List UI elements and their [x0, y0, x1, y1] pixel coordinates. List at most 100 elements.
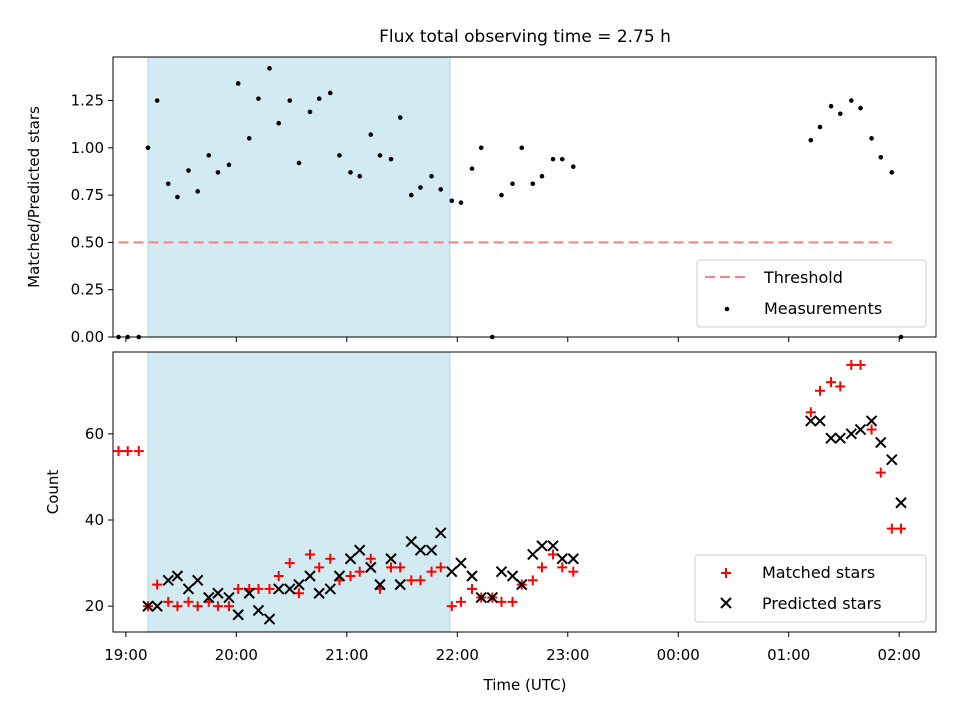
predicted-star-point	[272, 583, 285, 595]
top-shaded-interval	[147, 56, 451, 338]
y-tick-label: 0.00	[71, 328, 104, 346]
y-tick-label: 20	[85, 597, 104, 615]
y-tick-label: 60	[85, 425, 104, 443]
predicted-star-point	[466, 570, 478, 582]
measurement-point	[858, 105, 863, 111]
matched-star-point	[826, 377, 837, 388]
top-y-ticks: 0.00 0.25 0.50 0.75 1.00 1.25	[71, 92, 113, 346]
predicted-star-point	[435, 527, 447, 539]
measurement-point	[570, 164, 576, 170]
predicted-star-point	[232, 609, 244, 621]
top-x-ticks	[125, 337, 900, 342]
measurement-point	[469, 166, 475, 171]
legend-measurements-swatch	[724, 306, 730, 312]
measurement-point	[316, 96, 322, 101]
matched-star-point	[113, 446, 124, 457]
matched-star-point	[406, 575, 417, 586]
measurement-point	[478, 145, 484, 151]
predicted-star-point	[252, 604, 265, 617]
y-tick-label: 0.50	[71, 233, 104, 251]
predicted-star-point	[895, 497, 907, 509]
matched-star-point	[875, 467, 886, 478]
predicted-star-point	[455, 557, 467, 569]
matched-star-point	[192, 601, 203, 612]
matched-star-point	[415, 575, 426, 586]
bottom-x-ticks: 19:00 20:00 21:00 22:00 23:00 00:00 01:00 02:00	[104, 632, 921, 664]
predicted-star-point	[151, 600, 163, 612]
measurement-point	[530, 181, 536, 187]
y-tick-label: 1.25	[71, 92, 104, 110]
predicted-star-point	[805, 415, 817, 427]
measurement-point	[519, 145, 525, 151]
predicted-star-point	[394, 578, 406, 591]
predicted-star-point	[324, 583, 336, 595]
predicted-star-point	[243, 587, 255, 599]
measurement-point	[510, 181, 515, 187]
matched-star-point	[325, 553, 336, 564]
matched-star-point	[805, 407, 816, 418]
matched-star-point	[183, 596, 194, 607]
predicted-star-point	[506, 570, 519, 582]
y-tick-label: 0.25	[71, 281, 104, 299]
legend-predicted-label: Predicted stars	[762, 594, 882, 613]
top-axes-frame	[112, 56, 937, 338]
predicted-star-point	[814, 415, 826, 427]
top-legend-box	[696, 259, 927, 328]
measurement-point	[429, 173, 434, 179]
predicted-star-point	[495, 565, 508, 578]
bottom-legend: Matched stars Predicted stars	[694, 554, 927, 623]
bottom-y-ticks: 20 40 60	[85, 425, 113, 615]
legend-predicted-swatch	[720, 597, 732, 609]
measurement-point	[357, 173, 363, 179]
bottom-panel: 19:00 20:00 21:00 22:00 23:00 00:00 01:00 02:00…	[44, 351, 937, 694]
measurement-point	[808, 137, 814, 143]
predicted-star-point	[834, 432, 846, 444]
top-y-axis-label: Matched/Predicted stars	[25, 106, 43, 288]
y-tick-label: 0.75	[71, 186, 104, 204]
matched-star-point	[446, 601, 457, 612]
measurement-point	[408, 192, 414, 198]
measurement-point	[388, 156, 394, 162]
matched-star-point	[855, 359, 866, 370]
predicted-star-point	[354, 544, 366, 556]
predicted-star-point	[536, 540, 548, 552]
measurement-point	[438, 187, 444, 192]
predicted-star-point	[567, 553, 579, 565]
measurement-point	[175, 194, 180, 200]
matched-star-point	[886, 523, 897, 534]
measurement-point	[348, 170, 353, 175]
x-tick-label: 23:00	[546, 646, 589, 664]
matched-star-point	[122, 446, 133, 457]
predicted-star-point	[212, 587, 224, 599]
matched-star-point	[496, 596, 507, 607]
x-tick-label: 01:00	[767, 646, 810, 664]
matched-star-point	[835, 381, 846, 392]
y-tick-label: 1.00	[71, 139, 104, 157]
matched-star-point	[223, 601, 234, 612]
measurement-point	[154, 98, 160, 103]
legend-matched-swatch	[721, 568, 731, 578]
predicted-star-point	[475, 591, 487, 604]
predicted-star-point	[446, 565, 458, 578]
measurement-point	[368, 132, 374, 137]
measurement-point	[397, 115, 403, 120]
predicted-star-point	[171, 570, 184, 582]
measurement-point	[287, 98, 293, 103]
top-panel: Flux total observing time = 2.75 h 0.000…	[25, 27, 937, 346]
matched-star-point	[548, 549, 559, 560]
matched-star-point	[152, 579, 163, 590]
measurement-point	[246, 136, 252, 141]
x-tick-label: 21:00	[325, 646, 368, 664]
measurement-point	[849, 98, 854, 103]
matched-star-point	[293, 588, 304, 599]
predicted-star-point	[425, 544, 438, 556]
measurement-point	[226, 162, 232, 168]
predicted-star-point	[845, 428, 858, 440]
matched-star-point	[172, 601, 183, 612]
measurement-point	[878, 154, 884, 160]
x-tick-label: 19:00	[104, 646, 147, 664]
matched-star-point	[133, 446, 144, 457]
matched-star-point	[284, 558, 295, 569]
matched-star-point	[568, 566, 579, 577]
